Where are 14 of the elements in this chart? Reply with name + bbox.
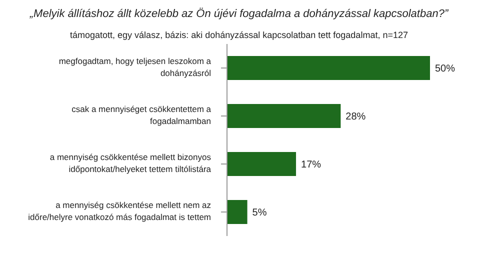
data-label: 5% — [252, 208, 267, 219]
bar — [227, 104, 341, 128]
data-label: 50% — [435, 64, 456, 75]
y-tick-label: a mennyiség csökkentése mellett nem az időre/helyre vonatkozó más fogadalmat is tettem — [28, 200, 211, 222]
y-tick-label: a mennyiség csökkentése mellett bizonyos időpontokat/helyeket tettem tiltólistára — [50, 152, 212, 174]
data-label: 17% — [301, 160, 322, 171]
y-tick-label: megfogadtam, hogy teljesen leszokom a dohányzásról — [58, 56, 212, 78]
bar — [227, 56, 430, 80]
chart-subtitle: támogatott, egy válasz, bázis: aki dohányzással kapcsolatban tett fogadalmat, n=127 — [69, 30, 409, 40]
y-tick-label: csak a mennyiséget csökkentettem a fogadalmamban — [72, 104, 212, 126]
bar — [227, 200, 248, 224]
bar — [227, 152, 296, 176]
chart-title: „Melyik állításhoz állt közelebb az Ön újévi fogadalma a dohányzással kapcsolatban?” — [28, 8, 450, 20]
data-label: 28% — [346, 112, 366, 123]
